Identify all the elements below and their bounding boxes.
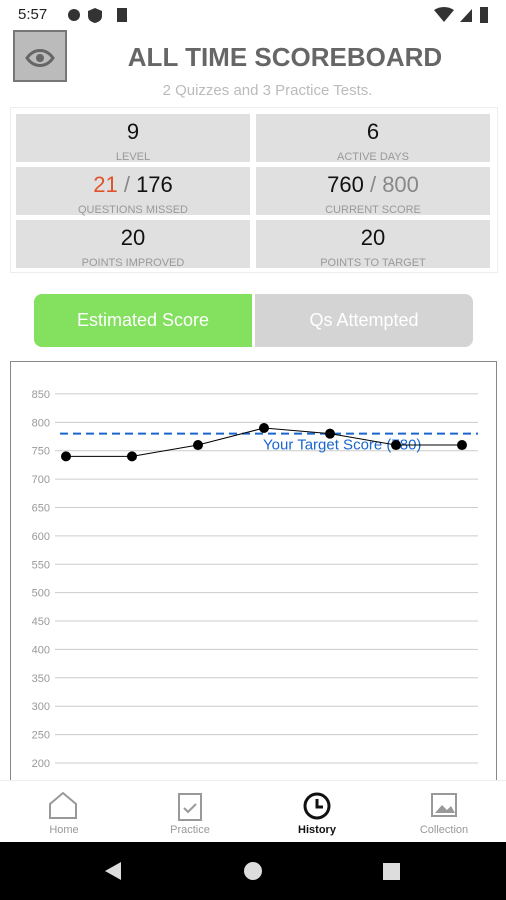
nav-icons	[49, 791, 457, 821]
stat-label: CURRENT SCORE	[325, 204, 421, 216]
stat-label: LEVEL	[115, 151, 151, 163]
y-tick-label: 650	[32, 502, 50, 514]
y-tick-label: 450	[32, 616, 50, 628]
separator: /	[123, 172, 130, 197]
separator: /	[369, 172, 377, 197]
point	[61, 451, 71, 462]
y-tick-label: 250	[32, 730, 50, 742]
stat-value: 800	[382, 172, 419, 197]
stat-value: 760	[327, 172, 364, 197]
stat-cell: 6 ACTIVE DAYS	[256, 114, 490, 163]
stat-value: 20	[360, 225, 386, 250]
stat-label: QUESTIONS MISSED	[77, 204, 189, 216]
point	[457, 440, 467, 451]
tab-qs-attempted[interactable]: Qs Attempted	[255, 294, 473, 347]
status-icons	[68, 7, 488, 23]
status-time: 5:57	[18, 6, 48, 23]
y-tick-label: 550	[32, 559, 50, 571]
stat-value: 21	[93, 172, 118, 197]
point	[193, 440, 203, 451]
y-tick-label: 850	[32, 389, 50, 401]
y-tick-label: 500	[32, 588, 50, 600]
stat-label: POINTS TO TARGET	[320, 257, 426, 269]
system-nav	[0, 842, 506, 900]
y-tick-label: 750	[32, 446, 50, 458]
y-tick-label: 200	[32, 758, 50, 770]
stat-cell: 21 / 176 QUESTIONS MISSED	[16, 167, 250, 216]
y-tick-label: 350	[32, 673, 50, 685]
nav-history[interactable]: History	[298, 824, 336, 836]
y-tick-label: 300	[32, 701, 50, 713]
point	[391, 440, 401, 451]
stat-cell: 20 POINTS IMPROVED	[16, 220, 250, 269]
y-tick-label: 800	[32, 417, 50, 429]
y-tick-label: 700	[32, 474, 50, 486]
bottom-nav	[0, 780, 506, 843]
stat-value: 176	[136, 172, 173, 197]
stats-box	[10, 107, 498, 273]
nav-collection[interactable]: Collection	[419, 824, 469, 836]
point	[127, 451, 137, 462]
chart: 200 250 300 350 400 450 500 550 600 650 700 750 800 8…	[10, 361, 497, 780]
stat-label: ACTIVE DAYS	[337, 151, 409, 163]
toggle-view-button[interactable]	[13, 30, 67, 82]
y-tick-label: 600	[32, 531, 50, 543]
stat-cell: 9 LEVEL	[16, 114, 250, 163]
stat-value: 6	[366, 119, 380, 144]
stat-cell: 760 / 800 CURRENT SCORE	[256, 167, 490, 216]
target-label: Your Target Score (780)	[263, 437, 421, 454]
title: ALL TIME SCOREBOARD	[127, 42, 443, 72]
nav-practice[interactable]: Practice	[170, 824, 210, 836]
stat-label: POINTS IMPROVED	[81, 257, 185, 269]
tab-estimated-score[interactable]: Estimated Score	[34, 294, 252, 347]
nav-home[interactable]: Home	[49, 824, 79, 836]
stat-value: 20	[120, 225, 146, 250]
point	[325, 428, 335, 439]
chart-frame	[10, 361, 497, 780]
y-tick-label: 400	[32, 644, 50, 656]
point	[259, 422, 269, 433]
stat-value: 9	[126, 119, 140, 144]
subtitle: 2 Quizzes and 3 Practice Tests.	[162, 82, 373, 99]
stat-cell: 20 POINTS TO TARGET	[256, 220, 490, 269]
